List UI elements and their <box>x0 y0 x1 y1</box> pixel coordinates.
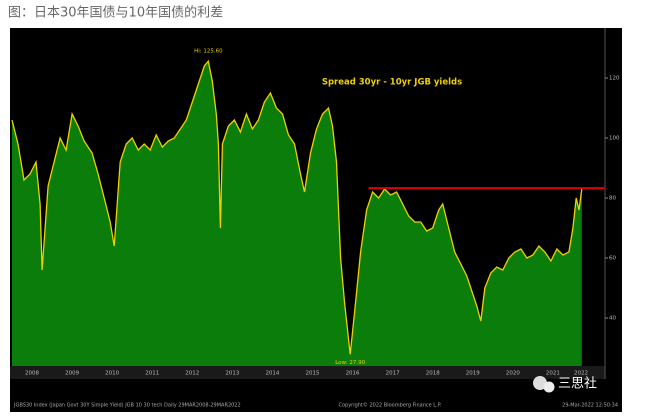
y-tick-label: 40 <box>609 316 616 322</box>
y-tick-label: 120 <box>609 76 620 82</box>
x-tick-label: 2019 <box>466 371 480 377</box>
watermark: 三思社 <box>533 376 597 393</box>
y-tick-label: 100 <box>609 136 620 142</box>
footer-left: JGBS30 Index (Japan Govt 30Y Simple Yiel… <box>13 403 241 409</box>
y-tick-label: 80 <box>609 196 616 202</box>
x-tick-label: 2008 <box>25 371 39 377</box>
line <box>11 59 583 355</box>
chart-title: Spread 30yr - 10yr JGB yields <box>322 78 462 88</box>
x-tick-label: 2021 <box>546 371 560 377</box>
footer-center: Copyright© 2022 Bloomberg Finance L.P. <box>338 402 441 409</box>
x-tick-label: 2011 <box>145 371 159 377</box>
x-tick-label: 2010 <box>105 371 119 377</box>
watermark-icon <box>533 376 547 390</box>
y-tick-label: 60 <box>609 256 616 262</box>
x-tick-label: 2013 <box>225 371 239 377</box>
high-annotation: Hi: 125.60 <box>194 49 223 55</box>
x-tick-label: 2022 <box>574 371 588 377</box>
x-tick-label: 2012 <box>185 371 199 377</box>
footer-right: 29-Mar-2022 12:50:34 <box>562 403 618 409</box>
caption: 图：日本30年国债与10年国债的利差 <box>8 5 223 21</box>
watermark-icon <box>543 381 555 393</box>
x-tick-label: 2020 <box>506 371 520 377</box>
x-tick-label: 2014 <box>265 371 279 377</box>
x-tick-label: 2015 <box>306 371 320 377</box>
low-annotation: Low: 27.90 <box>335 360 365 366</box>
watermark-text: 三思社 <box>558 376 597 392</box>
x-tick-label: 2017 <box>386 371 400 377</box>
x-axis-band <box>10 366 605 379</box>
x-tick-label: 2016 <box>346 371 360 377</box>
x-tick-label: 2009 <box>65 371 79 377</box>
area <box>12 61 582 366</box>
x-tick-label: 2018 <box>426 371 440 377</box>
